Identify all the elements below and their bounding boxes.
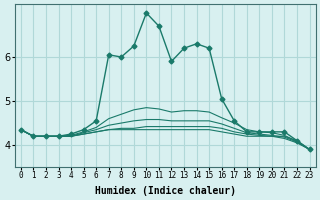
- X-axis label: Humidex (Indice chaleur): Humidex (Indice chaleur): [95, 186, 236, 196]
